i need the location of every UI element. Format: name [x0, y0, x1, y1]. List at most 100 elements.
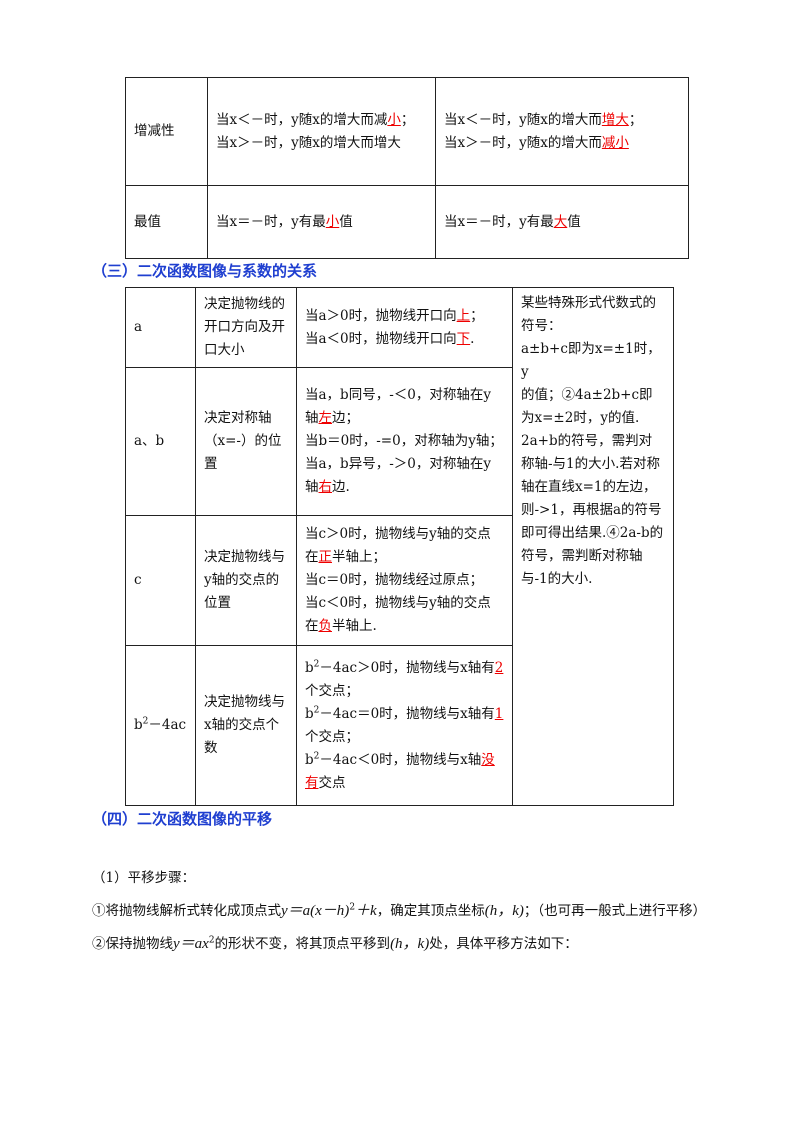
text-run: 当c＝0时，抛物线经过原点； [305, 572, 484, 588]
text-run: 边； [332, 410, 359, 426]
paragraph: 当a＜0时，抛物线开口向下. [305, 328, 504, 351]
paragraph: 当a，b同号，-＜0，对称轴在y轴左边； [305, 384, 504, 430]
paragraph: 当c＜0时，抛物线与y轴的交点在负半轴上. [305, 592, 504, 638]
text-run: 负 [318, 618, 333, 634]
text-run: 正 [318, 549, 333, 565]
text-run: （1）平移步骤： [92, 870, 196, 886]
text-run: 当x＜－时，y随x的增大而减 [216, 111, 388, 128]
text-run: 决定抛物线的开口方向及开口大小 [204, 296, 285, 358]
text-run: 下 [456, 330, 471, 347]
text-run: 半轴上. [332, 618, 377, 634]
text-run: 决定对称轴（x=-）的位置 [204, 410, 282, 472]
paragraph: a、b [134, 430, 187, 453]
text-run: (h，k) [484, 903, 524, 919]
text-run: 某些特殊形式代数式的符号： [521, 295, 656, 334]
text-run: 左 [318, 410, 333, 426]
text-run: 当c＞0时，抛物线与y轴的交点在 [305, 526, 491, 565]
text-run: 增减性 [134, 123, 175, 139]
paragraph: 某些特殊形式代数式的符号： [521, 292, 665, 338]
body-text: （1）平移步骤： ①将抛物线解析式转化成顶点式y＝a(x－h)2＋k，确定其顶点坐… [92, 862, 712, 961]
paragraph: b2－4ac＞0时，抛物线与x轴有2个交点； [305, 657, 504, 703]
table-cell: 当c＞0时，抛物线与y轴的交点在正半轴上； 当c＝0时，抛物线经过原点； 当c＜0时… [296, 515, 513, 646]
text-run: 增大 [601, 111, 629, 128]
text-run: 的值；②4a±2b+c即为x=±2时，y的值. [521, 387, 653, 426]
table-row: 最值 当x＝－时，y有最小值 当x＝－时，y有最大值 [125, 185, 689, 259]
table-cell: 当a，b同号，-＜0，对称轴在y轴左边； 当b＝0时，-=0，对称轴为y轴； 当a，… [296, 367, 513, 516]
text-run: 当a＞0时，抛物线开口向 [305, 307, 457, 324]
text-run: 当a，b异号，-＞0，对称轴在y轴 [305, 456, 491, 495]
text-run: ； [628, 111, 643, 128]
text-run: 当x＞－时，y随x的增大而 [444, 134, 602, 151]
text-run: a [134, 319, 143, 335]
paragraph: c [134, 569, 187, 592]
table-cell: 决定抛物线与y轴的交点的位置 [195, 515, 297, 646]
coefficient-table: a 决定抛物线的开口方向及开口大小 当a＞0时，抛物线开口向上； 当a＜0时，抛物线开… [125, 287, 674, 806]
table-cell: 当x＝－时，y有最大值 [435, 185, 689, 259]
text-run: 减小 [601, 134, 629, 151]
paragraph: 当x＝－时，y有最大值 [444, 211, 680, 234]
text-run: ＋k [355, 903, 377, 919]
text-run: －4ac [148, 717, 187, 733]
text-run: ②保持抛物线 [92, 936, 173, 952]
text-run: 2a+b的符号，需判对称轴-与1的大小.若对称轴在直线x=1的左边，则->1，再… [521, 433, 664, 587]
text-run: 右 [318, 479, 333, 495]
paragraph: 当b＝0时，-=0，对称轴为y轴； [305, 430, 504, 453]
paragraph: 决定抛物线与x轴的交点个数 [204, 691, 288, 760]
table-cell: 某些特殊形式代数式的符号： a±b+c即为x=±1时，y 的值；②4a±2b+c即为… [512, 287, 674, 806]
text-run: b [305, 705, 314, 722]
text-run: b [305, 751, 314, 768]
paragraph: b2－4ac [134, 714, 187, 737]
text-run: －4ac＝0时，抛物线与x轴有 [319, 705, 495, 722]
text-run: ；当x＞－时，y随x的增大而增大 [216, 111, 415, 151]
text-run: 2 [313, 751, 320, 761]
table-cell: 决定抛物线与x轴的交点个数 [195, 645, 297, 806]
table-cell: a、b [125, 367, 196, 516]
text-run: a、b [134, 433, 165, 449]
text-run: －4ac＜0时，抛物线与x轴 [319, 751, 482, 768]
text-run: b [305, 659, 314, 676]
text-run: 2 [494, 659, 504, 676]
text-run: y＝ax [173, 936, 209, 952]
text-run: 决定抛物线与y轴的交点的位置 [204, 549, 285, 611]
paragraph: （1）平移步骤： [92, 862, 712, 895]
text-run: 2 [142, 716, 149, 727]
text-run: 2 [313, 659, 320, 669]
paragraph: 的值；②4a±2b+c即为x=±2时，y的值. [521, 384, 665, 430]
paragraph: 当x＜－时，y随x的增大而减小；当x＞－时，y随x的增大而增大 [216, 109, 427, 155]
paragraph: b2－4ac＜0时，抛物线与x轴没有交点 [305, 749, 504, 795]
text-run: 最值 [134, 213, 161, 230]
table-cell: 当x＝－时，y有最小值 [207, 185, 436, 259]
text-run: 个交点； [305, 682, 359, 699]
text-run: 当a＜0时，抛物线开口向 [305, 330, 457, 347]
text-run: 的形状不变，将其顶点平移到 [214, 936, 391, 952]
paragraph: 当a＞0时，抛物线开口向上； [305, 305, 504, 328]
table-cell: c [125, 515, 196, 646]
text-run: 上 [456, 307, 471, 324]
table-row: 增减性 当x＜－时，y随x的增大而减小；当x＞－时，y随x的增大而增大 当x＜－时，… [125, 77, 689, 186]
table-cell: 当a＞0时，抛物线开口向上； 当a＜0时，抛物线开口向下. [296, 287, 513, 368]
paragraph: 当x＞－时，y随x的增大而减小 [444, 132, 680, 155]
text-run: y＝a(x－h) [281, 903, 350, 919]
text-run: 半轴上； [332, 549, 386, 565]
paragraph: b2－4ac＝0时，抛物线与x轴有1 个交点； [305, 703, 504, 749]
text-run: 没有 [305, 751, 495, 791]
paragraph: 当c＞0时，抛物线与y轴的交点在正半轴上； [305, 523, 504, 569]
text-run: 当a，b同号，-＜0，对称轴在y轴 [305, 387, 491, 426]
text-run: 个交点； [305, 728, 359, 745]
paragraph: 最值 [134, 211, 199, 234]
table-cell: 决定对称轴（x=-）的位置 [195, 367, 297, 516]
text-run: ；（也可再一般式上进行平移） [523, 903, 707, 919]
paragraph: 增减性 [134, 120, 199, 143]
text-run: 当b＝0时，-=0，对称轴为y轴； [305, 433, 503, 449]
table-cell: 增减性 [125, 77, 208, 186]
text-run: 小 [387, 111, 401, 128]
paragraph: a±b+c即为x=±1时，y [521, 338, 665, 384]
text-run: 决定抛物线与x轴的交点个数 [204, 694, 285, 756]
table-cell: a [125, 287, 196, 368]
table-row: a 决定抛物线的开口方向及开口大小 当a＞0时，抛物线开口向上； 当a＜0时，抛物线开… [125, 287, 674, 806]
section-heading: （三）二次函数图像与系数的关系 [92, 262, 318, 280]
table-cell: b2－4ac＞0时，抛物线与x轴有2个交点； b2－4ac＝0时，抛物线与x轴有1… [296, 645, 513, 806]
text-run: 小 [325, 213, 340, 230]
table-cell: 当x＜－时，y随x的增大而减小；当x＞－时，y随x的增大而增大 [207, 77, 436, 186]
